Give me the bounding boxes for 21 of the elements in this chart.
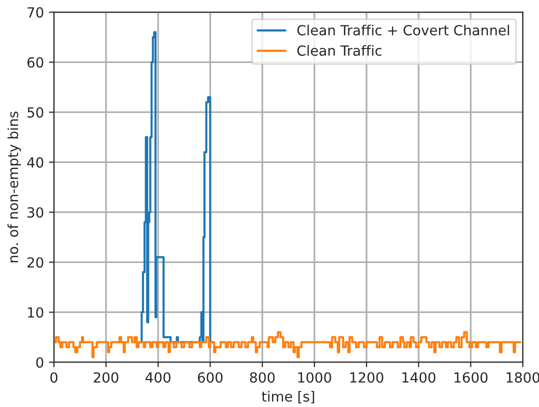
legend-label: Clean Traffic bbox=[297, 45, 382, 56]
y-tick-label: 10 bbox=[28, 307, 44, 318]
x-axis-title: time [s] bbox=[262, 390, 314, 404]
x-tick-label: 800 bbox=[250, 372, 275, 383]
y-tick-label: 40 bbox=[27, 157, 44, 168]
x-tick-label: 1200 bbox=[350, 372, 384, 383]
y-tick-label: 30 bbox=[28, 207, 44, 218]
x-tick-label: 1000 bbox=[298, 372, 332, 383]
legend-label: Clean Traffic + Covert Channel bbox=[297, 24, 510, 36]
y-tick-label: 0 bbox=[36, 357, 44, 368]
y-tick-label: 20 bbox=[28, 257, 44, 268]
x-tick-label: 0 bbox=[50, 372, 58, 383]
x-tick-label: 1600 bbox=[454, 372, 488, 383]
x-tick-label: 1400 bbox=[402, 372, 436, 383]
y-tick-label: 50 bbox=[28, 107, 44, 118]
y-tick-label: 60 bbox=[27, 57, 44, 68]
y-axis-title: no. of non-empty bins bbox=[8, 112, 21, 262]
y-tick-label: 70 bbox=[28, 7, 44, 18]
x-tick-label: 400 bbox=[146, 372, 170, 383]
x-tick-label: 600 bbox=[198, 372, 223, 383]
x-tick-label: 200 bbox=[94, 372, 118, 383]
